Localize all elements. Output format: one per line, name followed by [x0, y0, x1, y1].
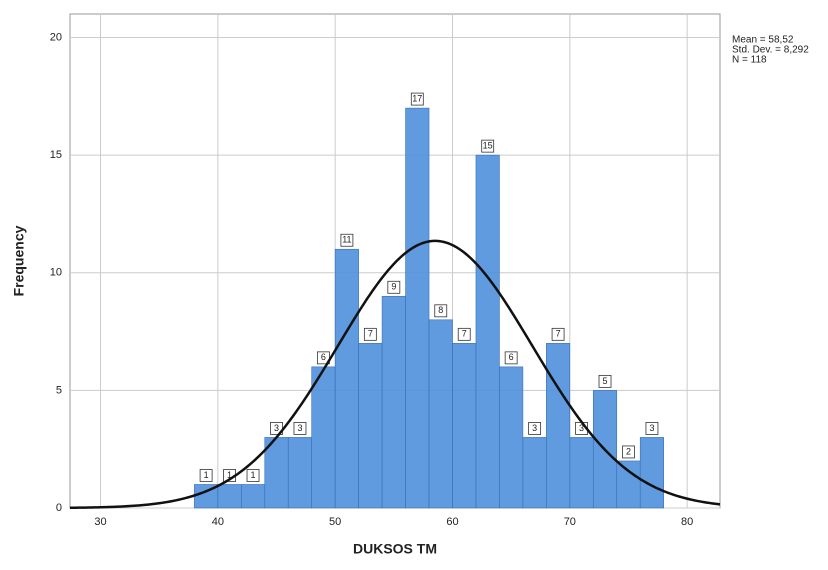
data-label-box: [481, 139, 495, 153]
data-label: 11: [342, 235, 351, 245]
data-label: 6: [509, 352, 514, 362]
y-tick-label: 0: [56, 502, 62, 514]
bar: [522, 437, 547, 509]
bar: [381, 295, 406, 509]
bar: [240, 484, 266, 509]
y-axis-label: Frequency: [11, 225, 27, 296]
bar: [569, 437, 594, 509]
data-label-box: [598, 374, 612, 388]
x-tick-label: 50: [329, 516, 341, 528]
bar: [287, 437, 312, 509]
data-label: 3: [297, 423, 302, 433]
data-label-box: [504, 351, 518, 365]
data-label-box: [246, 469, 260, 482]
bar: [217, 484, 242, 509]
data-label: 1: [251, 470, 256, 480]
data-label-box: [457, 327, 471, 341]
data-label: 15: [483, 141, 493, 151]
data-label: 7: [556, 329, 561, 339]
bar: [475, 154, 500, 509]
data-label: 6: [321, 352, 326, 362]
x-tick-label: 70: [564, 516, 576, 528]
stats-text: N = 118: [732, 55, 767, 66]
bar: [616, 460, 641, 509]
bar: [546, 343, 571, 509]
stats-text: Std. Dev. = 8,292: [732, 45, 809, 56]
data-label: 5: [603, 376, 608, 386]
bar: [452, 343, 477, 509]
data-label-box: [410, 92, 424, 106]
data-label-box: [551, 327, 565, 341]
data-label: 7: [368, 329, 373, 339]
bar: [499, 366, 524, 509]
data-label: 17: [412, 93, 422, 103]
data-label: 1: [227, 470, 232, 480]
data-label-box: [293, 422, 307, 435]
data-label-box: [199, 469, 213, 482]
data-label: 9: [391, 282, 396, 292]
data-label: 3: [274, 423, 279, 433]
data-label: 3: [532, 423, 537, 433]
stats-text: Mean = 58,52: [732, 35, 794, 46]
x-tick-label: 80: [681, 516, 693, 528]
bar: [405, 107, 430, 509]
bar: [358, 343, 383, 509]
x-tick-label: 60: [446, 516, 458, 528]
x-tick-label: 40: [212, 516, 224, 528]
y-tick-label: 10: [50, 267, 62, 279]
data-label: 1: [204, 470, 209, 480]
data-label: 3: [649, 423, 654, 433]
data-label: 2: [626, 446, 631, 456]
y-tick-label: 20: [50, 31, 62, 43]
normal-curve: [69, 239, 721, 510]
bar: [428, 319, 453, 509]
data-label: 7: [462, 329, 467, 339]
x-tick-label: 30: [94, 516, 106, 528]
bar: [311, 366, 336, 509]
data-label: 3: [579, 423, 584, 433]
x-axis-label: DUKSOS TM: [353, 541, 437, 557]
data-label-box: [387, 280, 401, 294]
data-label-box: [528, 422, 542, 435]
bar: [639, 437, 664, 509]
data-label-box: [622, 445, 635, 459]
bar: [334, 248, 359, 509]
y-tick-label: 5: [56, 384, 62, 396]
data-label-box: [645, 422, 659, 435]
data-label-box: [363, 327, 377, 341]
data-label-box: [340, 233, 354, 247]
y-tick-label: 15: [50, 149, 62, 161]
data-label: 8: [438, 305, 443, 315]
data-label-box: [434, 304, 448, 318]
